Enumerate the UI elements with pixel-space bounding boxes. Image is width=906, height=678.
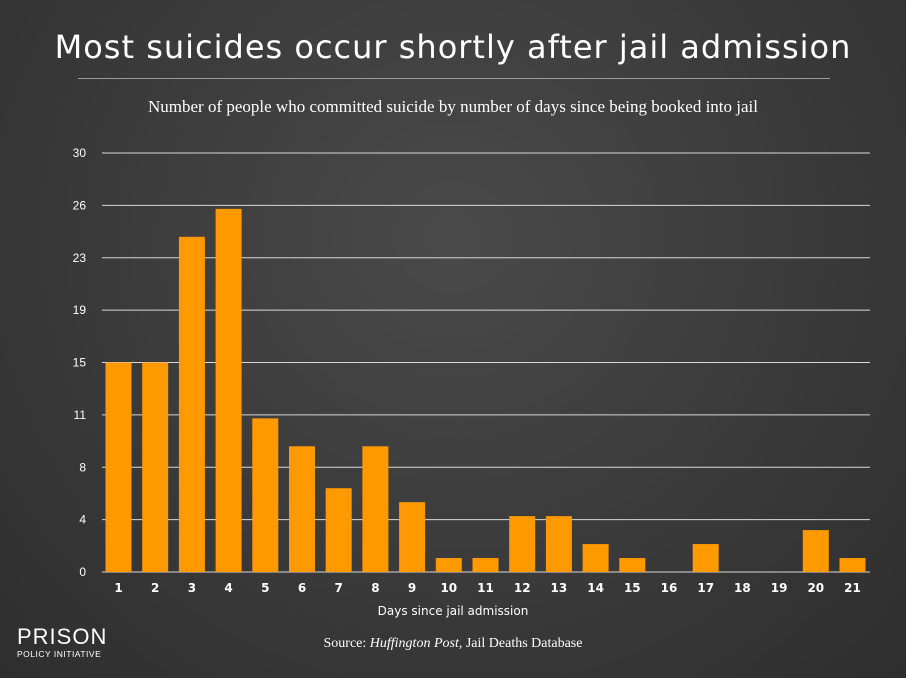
x-tick-label: 10 [440, 581, 457, 595]
y-tick-label: 23 [73, 251, 87, 265]
bar-day-20 [802, 530, 829, 572]
chart-subtitle: Number of people who committed suicide b… [148, 97, 758, 116]
bar-day-17 [692, 544, 719, 572]
prison-policy-initiative-logo: PRISON POLICY INITIATIVE [17, 624, 108, 660]
y-tick-label: 4 [79, 513, 86, 527]
y-tick-label: 0 [79, 565, 86, 579]
bar-day-3 [178, 236, 205, 573]
x-tick-label: 12 [514, 581, 531, 595]
x-tick-label: 1 [114, 581, 122, 595]
x-tick-label: 15 [624, 581, 641, 595]
source-suffix: , Jail Deaths Database [458, 636, 583, 651]
x-tick-label: 18 [734, 581, 751, 595]
x-tick-label: 21 [844, 581, 861, 595]
x-tick-label: 14 [587, 581, 604, 595]
bar-day-12 [509, 516, 536, 572]
x-tick-label: 13 [551, 581, 568, 595]
bar-day-6 [289, 446, 315, 572]
logo-line1: PRISON [17, 624, 108, 649]
bar-day-14 [582, 544, 609, 572]
title-divider [78, 78, 830, 79]
bar-day-8 [362, 446, 389, 572]
y-tick-label: 30 [73, 146, 87, 160]
y-tick-label: 11 [74, 408, 87, 422]
bar-day-21 [839, 558, 866, 572]
bar-day-9 [399, 502, 426, 572]
bar-day-4 [215, 208, 242, 572]
y-tick-label: 26 [73, 198, 87, 212]
bar-day-2 [142, 362, 169, 572]
bar-day-15 [619, 558, 646, 572]
x-tick-label: 16 [661, 581, 678, 595]
x-axis-label: Days since jail admission [378, 604, 529, 618]
x-tick-label: 19 [771, 581, 788, 595]
source-prefix: Source: [323, 636, 370, 651]
x-tick-label: 20 [807, 581, 824, 595]
chart-title: Most suicides occur shortly after jail a… [54, 28, 852, 66]
y-tick-label: 15 [73, 356, 87, 370]
bar-day-1 [105, 362, 132, 572]
x-tick-label: 9 [408, 581, 416, 595]
y-tick-label: 8 [79, 460, 86, 474]
source-note: Source: Huffington Post, Jail Deaths Dat… [0, 636, 906, 652]
source-publication: Huffington Post [369, 636, 459, 651]
y-tick-label: 19 [73, 303, 87, 317]
x-tick-label: 4 [224, 581, 232, 595]
x-tick-label: 2 [151, 581, 159, 595]
x-tick-label: 11 [477, 581, 494, 595]
x-tick-label: 7 [335, 581, 343, 595]
logo-line2: POLICY INITIATIVE [17, 649, 102, 659]
bar-day-5 [252, 418, 279, 572]
bar-day-7 [325, 488, 352, 572]
x-tick-label: 17 [697, 581, 714, 595]
bar-day-10 [435, 558, 462, 572]
x-tick-label: 5 [261, 581, 269, 595]
bar-day-11 [472, 558, 499, 572]
x-tick-label: 3 [188, 581, 196, 595]
x-tick-label: 8 [371, 581, 379, 595]
bar-day-13 [545, 516, 572, 572]
x-tick-label: 6 [298, 581, 306, 595]
